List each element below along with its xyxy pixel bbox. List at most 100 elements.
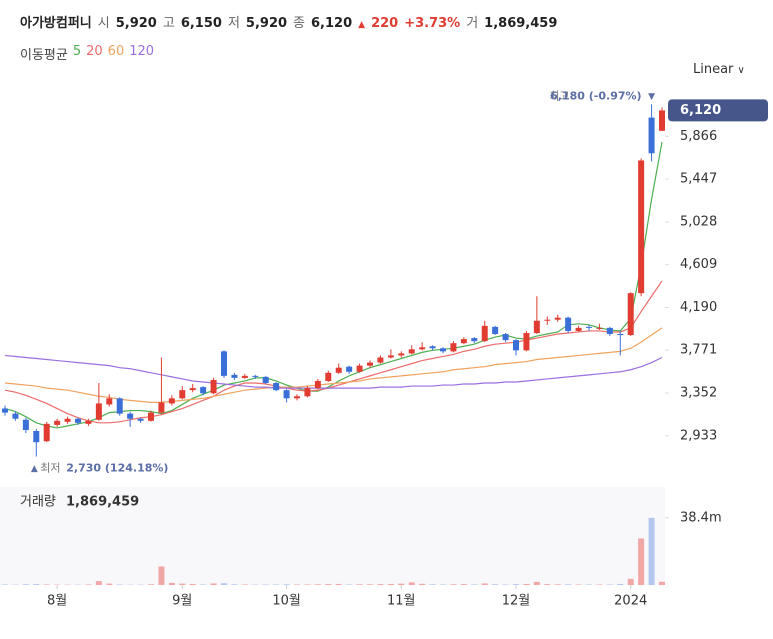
candle-body bbox=[54, 420, 61, 425]
candle-body bbox=[627, 293, 634, 336]
x-tick-label: 9월 bbox=[172, 594, 192, 609]
y-tick-label: 5,866 bbox=[680, 129, 717, 144]
ma-legend-item: 5 bbox=[72, 44, 82, 59]
x-tick-label: 10월 bbox=[272, 594, 301, 609]
y-tick-label: 5,447 bbox=[680, 172, 717, 187]
volume-bar bbox=[43, 584, 50, 585]
volume-bar bbox=[304, 584, 311, 585]
candle-body bbox=[606, 327, 613, 335]
candle-body bbox=[565, 317, 572, 331]
y-tick-label: 3,771 bbox=[680, 343, 717, 358]
candle-body bbox=[148, 412, 154, 421]
x-tick-label: 12월 bbox=[502, 594, 531, 609]
candle-body bbox=[502, 334, 509, 341]
volume-bar bbox=[565, 584, 572, 585]
candle-body bbox=[22, 419, 29, 430]
candle-body bbox=[638, 160, 645, 294]
ma-items: 5 20 60 120 bbox=[73, 44, 154, 63]
volume-bar bbox=[575, 584, 582, 585]
scale-toggle[interactable]: Linear ∨ bbox=[693, 62, 745, 77]
volume-bar bbox=[471, 584, 478, 585]
volume-bar bbox=[513, 584, 519, 585]
candle-body bbox=[586, 326, 592, 328]
volume-bar bbox=[106, 583, 113, 585]
candle-body bbox=[367, 362, 373, 366]
volume-bar bbox=[533, 581, 540, 585]
volume-bar bbox=[200, 584, 207, 585]
low-marker: ▲ bbox=[31, 464, 38, 474]
volume-bar bbox=[168, 582, 175, 585]
y-tick-label: 3,352 bbox=[680, 386, 717, 401]
volume-bar bbox=[544, 584, 551, 585]
volume-bar bbox=[606, 584, 613, 585]
value: 6,150 bbox=[180, 16, 222, 31]
volume-bar bbox=[492, 584, 499, 585]
ma-line bbox=[4, 280, 663, 424]
candle-body bbox=[210, 379, 217, 394]
candle-body bbox=[533, 320, 540, 333]
high-label-prefix: 최고 bbox=[549, 89, 569, 102]
y-tick-label: 4,190 bbox=[680, 300, 717, 315]
volume-bar bbox=[189, 583, 196, 585]
candle-body bbox=[283, 390, 290, 399]
volume-bar bbox=[346, 584, 353, 585]
volume-bar bbox=[377, 584, 384, 585]
candle-body bbox=[617, 334, 624, 336]
volume-bar bbox=[398, 583, 405, 585]
candle-body bbox=[221, 351, 227, 376]
volume-bar bbox=[314, 584, 321, 585]
candle-body bbox=[64, 418, 71, 422]
y-tick-label: 5,028 bbox=[680, 214, 717, 229]
volume-title: 거래량 bbox=[20, 495, 56, 510]
candle-body bbox=[346, 366, 353, 372]
volume-bar bbox=[210, 583, 217, 585]
ma-line bbox=[4, 354, 663, 389]
volume-bar bbox=[523, 583, 530, 585]
volume-bar bbox=[22, 584, 29, 585]
candle-body bbox=[325, 372, 332, 381]
candle-body bbox=[387, 355, 394, 358]
volume-bar bbox=[179, 583, 186, 585]
volume-bar bbox=[325, 584, 332, 585]
candle-body bbox=[596, 327, 603, 329]
candle-body bbox=[137, 418, 144, 421]
candle-body bbox=[231, 374, 238, 378]
scale-mode: Linear bbox=[693, 62, 734, 77]
candle-body bbox=[523, 332, 530, 351]
candle-body bbox=[544, 319, 551, 321]
volume-bar bbox=[33, 584, 40, 585]
candle-body bbox=[575, 327, 582, 331]
candle-body bbox=[189, 388, 196, 391]
low-label: 2,730 (124.18%) bbox=[66, 462, 168, 475]
ma-legend-item: 120 bbox=[129, 44, 155, 59]
price-tag bbox=[668, 99, 768, 122]
value: 5,920 bbox=[115, 16, 157, 31]
volume-bar bbox=[440, 584, 446, 585]
candle-body bbox=[440, 348, 446, 352]
candle-body bbox=[127, 413, 134, 419]
volume-bar bbox=[95, 581, 102, 585]
y-tick-label: 4,609 bbox=[680, 257, 717, 272]
candle-body bbox=[252, 375, 259, 377]
label: 시 bbox=[97, 16, 110, 31]
volume-bar bbox=[85, 584, 92, 585]
ma-legend-item: 60 bbox=[107, 44, 125, 59]
up-arrow: ▲ bbox=[358, 20, 366, 30]
candle-body bbox=[554, 317, 561, 320]
candle-body bbox=[158, 402, 165, 413]
candle-body bbox=[43, 423, 50, 442]
candle-body bbox=[356, 365, 363, 372]
volume-bar bbox=[627, 578, 634, 585]
ma-title: 이동평균 bbox=[20, 48, 68, 63]
candle-body bbox=[408, 349, 415, 354]
candle-body bbox=[492, 326, 499, 335]
chevron: ∨ bbox=[737, 65, 745, 76]
volume-bar bbox=[148, 584, 154, 585]
candle-body bbox=[12, 413, 19, 419]
stock-name: 아가방컴퍼니 bbox=[20, 16, 92, 31]
value: 6,120 bbox=[311, 16, 353, 31]
candle-body bbox=[471, 338, 478, 342]
label: 저 bbox=[227, 16, 240, 31]
